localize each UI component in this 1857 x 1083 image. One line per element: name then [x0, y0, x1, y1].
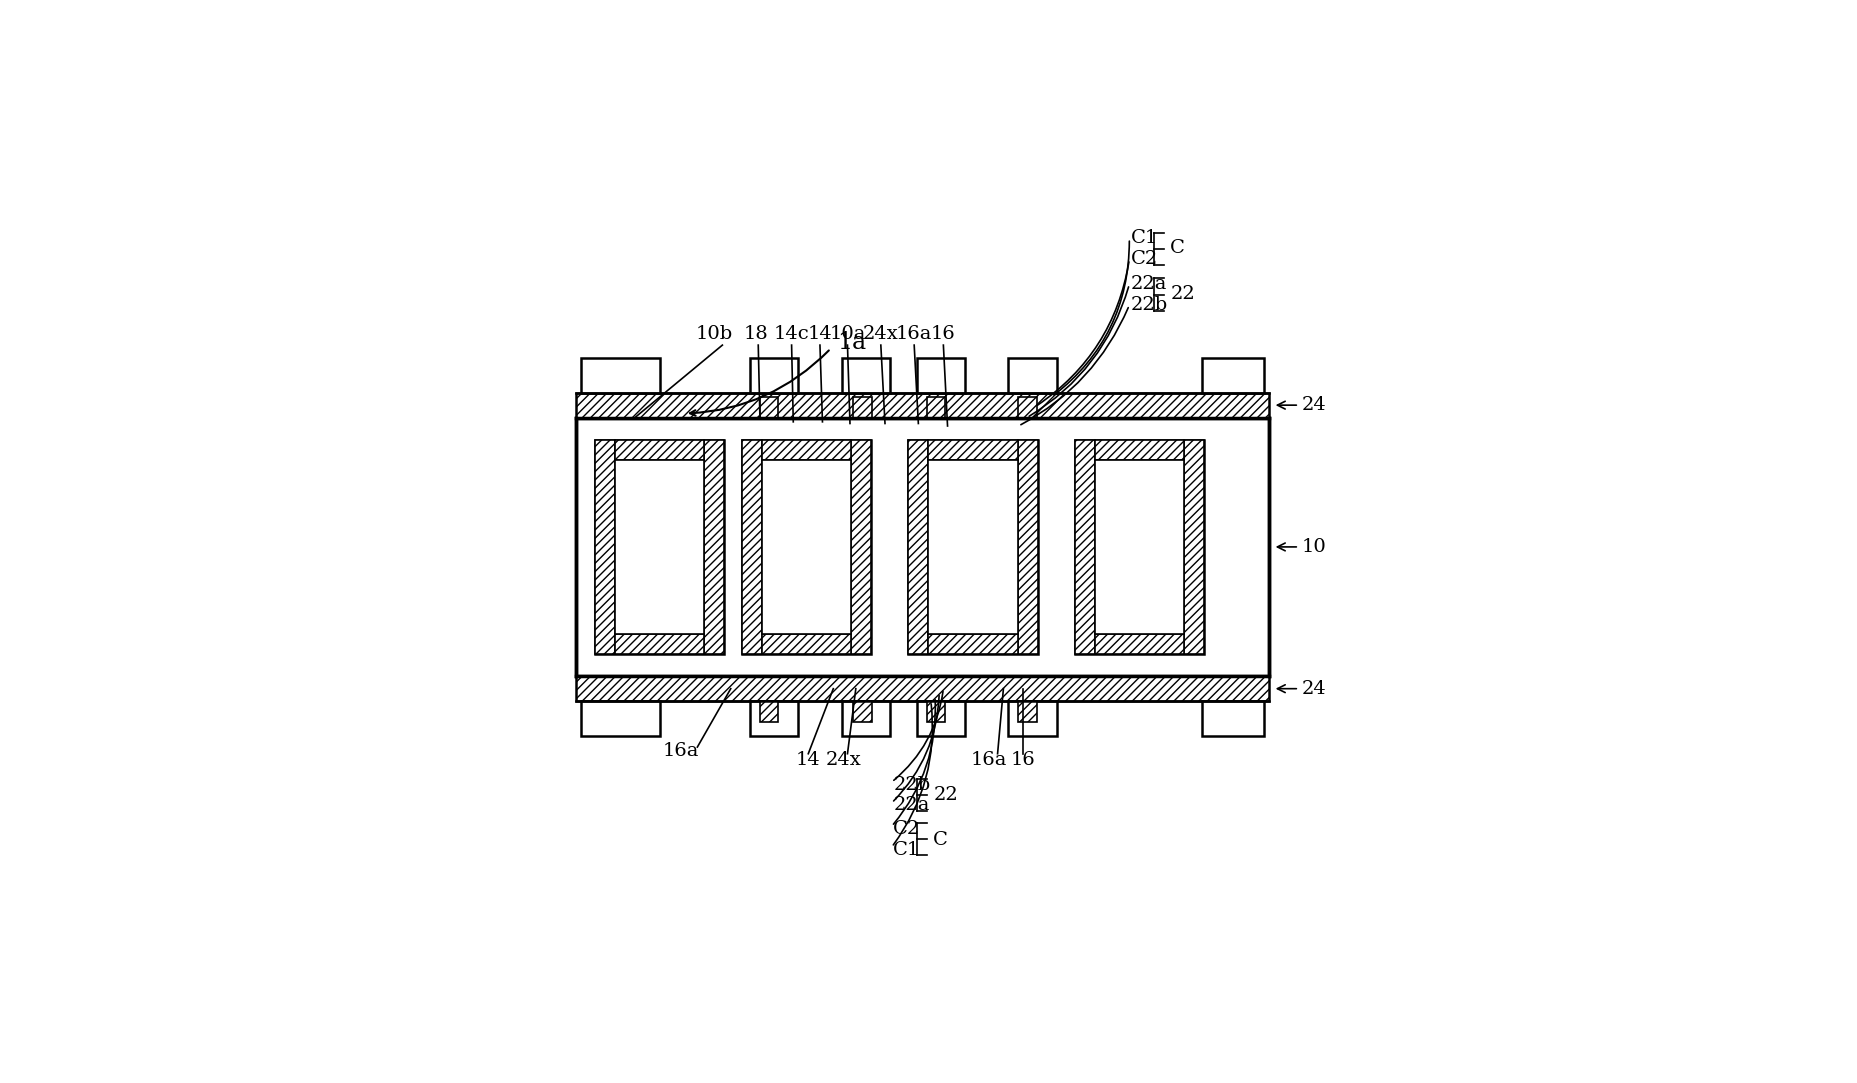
Bar [851, 440, 871, 654]
Bar [928, 460, 1018, 634]
Text: 14c: 14c [774, 325, 810, 343]
Bar [917, 357, 966, 393]
Bar [908, 440, 928, 654]
Bar [1018, 396, 1036, 418]
Bar [761, 460, 851, 634]
Bar [760, 701, 778, 722]
Bar [854, 396, 871, 418]
Text: 14: 14 [797, 751, 821, 769]
Text: 24: 24 [1278, 396, 1326, 414]
Bar [854, 701, 871, 722]
Bar [615, 440, 704, 460]
Text: 14: 14 [808, 325, 832, 343]
Bar [704, 440, 724, 654]
Text: C2: C2 [893, 820, 921, 838]
Bar [1018, 440, 1038, 654]
Bar [615, 460, 704, 634]
Bar [741, 440, 871, 654]
Text: C1: C1 [893, 840, 921, 859]
Bar [1201, 701, 1265, 736]
Bar [927, 396, 945, 418]
Bar [928, 440, 1018, 460]
Text: 10b: 10b [695, 325, 734, 343]
Text: 22a: 22a [893, 796, 930, 814]
Bar [581, 701, 659, 736]
Text: 22: 22 [1170, 285, 1194, 303]
Bar [750, 357, 799, 393]
Bar [1075, 440, 1205, 654]
Bar [841, 357, 890, 393]
Text: C1: C1 [1131, 230, 1159, 247]
Bar [1096, 440, 1185, 460]
Bar [741, 440, 761, 654]
Bar [1201, 357, 1265, 393]
Text: 16: 16 [1010, 751, 1034, 769]
Bar [1075, 440, 1096, 654]
Bar [576, 676, 1268, 701]
Text: 10: 10 [1278, 538, 1326, 556]
Bar [761, 440, 851, 460]
Text: 1a: 1a [838, 331, 865, 354]
Bar [917, 701, 966, 736]
Bar [750, 701, 799, 736]
Bar [1096, 460, 1185, 634]
Text: 22a: 22a [1131, 275, 1168, 293]
Text: C: C [934, 831, 949, 849]
Text: 16: 16 [930, 325, 956, 343]
Bar [594, 440, 615, 654]
Bar [927, 701, 945, 722]
Bar [1096, 634, 1185, 654]
Bar [761, 634, 851, 654]
Bar [760, 396, 778, 418]
Bar [594, 440, 724, 654]
Bar [1185, 440, 1205, 654]
Bar [1018, 701, 1036, 722]
Text: 24x: 24x [864, 325, 899, 343]
Text: 24: 24 [1278, 680, 1326, 697]
Text: C2: C2 [1131, 250, 1159, 269]
Bar [908, 440, 1038, 654]
Bar [928, 634, 1018, 654]
Bar [615, 634, 704, 654]
Text: 16a: 16a [663, 742, 698, 760]
Text: 22b: 22b [893, 775, 930, 794]
Text: 16a: 16a [971, 751, 1008, 769]
Text: 22: 22 [934, 786, 958, 805]
Text: 18: 18 [743, 325, 769, 343]
Text: 22b: 22b [1131, 296, 1168, 314]
Bar [1008, 357, 1057, 393]
Bar [841, 701, 890, 736]
Text: 10a: 10a [830, 325, 865, 343]
Text: 24x: 24x [825, 751, 862, 769]
Text: 16a: 16a [895, 325, 932, 343]
Bar [576, 393, 1268, 418]
Text: C: C [1170, 239, 1185, 258]
Bar [1008, 701, 1057, 736]
Bar [581, 357, 659, 393]
Bar [576, 418, 1268, 676]
